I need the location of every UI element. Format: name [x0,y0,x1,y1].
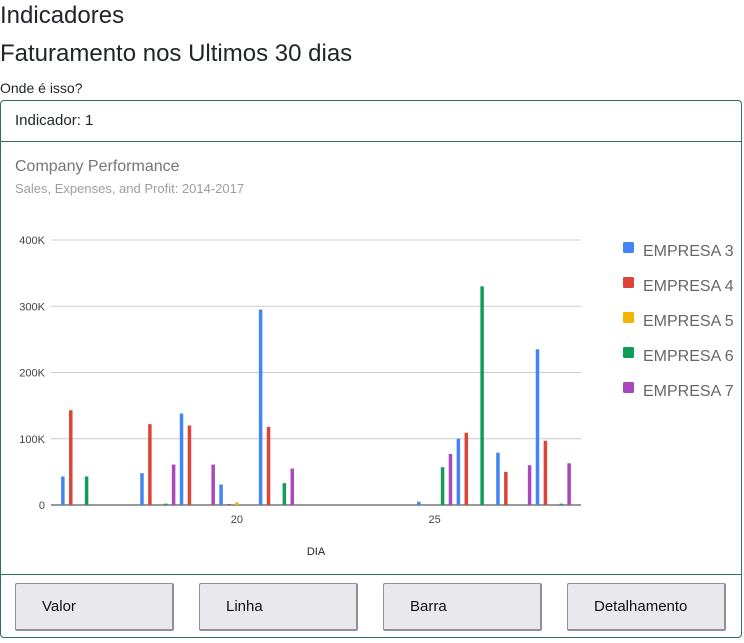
bar [480,286,484,505]
bar [211,464,215,505]
bar [179,413,184,505]
linha-button[interactable]: Linha [199,583,358,631]
bar [163,503,168,505]
bar [559,503,563,505]
legend-label: EMPRESA 6 [643,348,734,365]
chart-container: 0 100K 200K 300K 400K 20 25 DIA EMPRESA 3 EMPRESA… [1,142,743,574]
page-title: Indicadores [0,2,125,29]
page-subtitle: Faturamento nos Ultimos 30 dias [0,40,353,67]
bar [219,484,223,505]
legend-swatch [623,242,634,253]
bar [417,501,421,505]
valor-button[interactable]: Valor [15,583,174,631]
question-text: Onde é isso? [0,80,83,96]
x-axis-title: DIA [307,546,326,558]
bar [84,476,89,505]
bar [290,468,295,505]
bar [148,424,152,505]
bar [187,425,192,505]
y-tick-label: 0 [39,500,45,512]
legend-swatch [623,277,634,288]
bar [456,438,461,505]
bar [527,465,532,505]
legend-swatch [623,347,634,358]
y-tick-label: 300K [19,301,45,313]
y-tick-label: 100K [19,434,45,446]
barra-button[interactable]: Barra [383,583,542,631]
legend-label: EMPRESA 5 [643,313,734,330]
legend-swatch [623,312,634,323]
bar [69,410,73,505]
bar [567,463,571,505]
legend-label: EMPRESA 7 [643,383,734,400]
chart-subtitle: Sales, Expenses, and Profit: 2014-2017 [15,181,245,196]
bar [440,467,445,505]
card-header: Indicador: 1 [1,101,741,142]
button-footer: Valor Linha Barra Detalhamento [1,574,741,638]
bar [543,440,548,505]
bar [227,504,231,505]
bar [258,309,263,505]
bar [61,476,65,505]
x-tick-label: 25 [429,514,441,526]
bar [282,483,287,505]
y-tick-label: 200K [19,368,45,380]
bar [235,502,239,505]
bar [266,426,271,505]
bar-chart: 0 100K 200K 300K 400K 20 25 DIA EMPRESA 3 EMPRESA… [19,235,734,558]
x-tick-label: 20 [231,514,243,526]
legend-label: EMPRESA 3 [643,243,734,260]
legend-swatch [623,382,634,393]
detalhamento-button[interactable]: Detalhamento [567,583,726,631]
bar [535,349,540,505]
chart-title: Company Performance [15,158,180,175]
bar [140,473,144,505]
bar [496,452,500,505]
legend-label: EMPRESA 4 [643,278,734,295]
bar [464,432,469,505]
bar [504,471,508,505]
y-tick-label: 400K [19,235,45,247]
indicator-card: Indicador: 1 0 100K 200K 300K 400K 20 25 DIA EMP… [0,100,742,638]
bar [448,453,453,505]
bar [171,464,176,505]
